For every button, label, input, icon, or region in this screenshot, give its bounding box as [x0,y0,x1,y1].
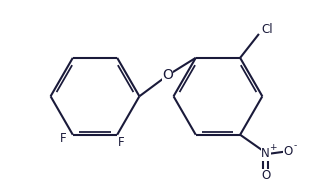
Text: -: - [294,141,297,150]
Text: N: N [261,147,270,160]
Text: F: F [60,132,67,145]
Text: O: O [162,68,173,82]
Text: +: + [270,143,277,152]
Text: O: O [283,145,293,158]
Text: O: O [261,169,270,182]
Text: Cl: Cl [261,23,273,36]
Text: F: F [118,136,125,149]
